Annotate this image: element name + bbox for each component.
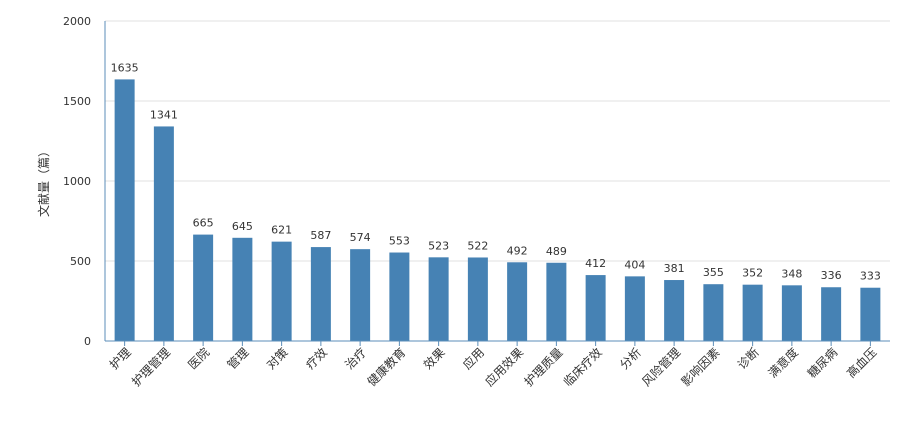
x-tick-label: 风险管理 — [639, 345, 684, 390]
data-label: 587 — [310, 229, 331, 242]
data-label: 336 — [821, 269, 842, 282]
x-tick-label: 满意度 — [765, 345, 801, 381]
data-label: 621 — [271, 224, 292, 237]
x-tick-label: 分析 — [617, 345, 644, 372]
bar — [114, 79, 135, 342]
data-label: 522 — [467, 239, 488, 252]
x-tick-label: 护理管理 — [128, 345, 173, 390]
x-tick-label: 治疗 — [342, 345, 369, 372]
data-label: 1635 — [111, 61, 139, 74]
data-label: 333 — [860, 270, 881, 283]
x-tick-label: 应用 — [459, 345, 487, 373]
bar — [467, 257, 488, 341]
y-tick-label: 1000 — [63, 175, 91, 188]
y-tick-label: 0 — [84, 335, 91, 348]
x-tick-label: 效果 — [420, 345, 448, 373]
data-label: 665 — [193, 217, 214, 230]
x-tick-label: 管理 — [224, 345, 252, 373]
x-tick-label: 疗效 — [302, 345, 330, 373]
bar — [428, 257, 449, 341]
data-label: 412 — [585, 257, 606, 270]
y-axis-ticks: 0 500 1000 1500 2000 — [63, 15, 91, 348]
x-tick-label: 护理质量 — [522, 345, 566, 389]
x-tick-label: 临床疗效 — [560, 345, 605, 390]
data-label: 1341 — [150, 108, 178, 121]
bar — [821, 287, 842, 341]
x-tick-label: 护理 — [107, 345, 134, 372]
data-label: 492 — [507, 244, 528, 257]
x-tick-label: 医院 — [185, 345, 212, 372]
data-label: 381 — [664, 262, 685, 275]
bar — [232, 237, 253, 341]
data-label: 645 — [232, 220, 253, 233]
y-tick-label: 2000 — [63, 15, 91, 28]
x-tick-label: 影响因素 — [678, 345, 723, 390]
bar — [781, 285, 802, 341]
data-label: 523 — [428, 239, 449, 252]
bar — [585, 275, 606, 341]
data-label: 489 — [546, 245, 567, 258]
data-label: 348 — [781, 267, 802, 280]
bar — [860, 287, 881, 341]
bar — [271, 241, 292, 341]
bar — [350, 249, 371, 341]
x-tick-label: 应用效果 — [482, 345, 527, 390]
x-tick-label: 高血压 — [843, 345, 879, 381]
bar — [310, 247, 331, 341]
x-tick-label: 对策 — [264, 345, 291, 372]
y-axis-title: 文献量（篇） — [36, 145, 51, 217]
data-label: 352 — [742, 267, 763, 280]
bar — [389, 252, 410, 341]
data-label: 355 — [703, 266, 724, 279]
x-tick-label: 诊断 — [734, 345, 762, 373]
bar — [703, 284, 724, 341]
grid-lines — [105, 20, 890, 262]
bar — [664, 280, 685, 341]
bar — [546, 262, 567, 341]
bar — [153, 126, 174, 341]
x-tick-label: 糖尿病 — [804, 345, 840, 381]
data-label: 553 — [389, 235, 410, 248]
bars — [114, 79, 881, 342]
data-label: 404 — [624, 258, 645, 271]
data-label: 574 — [350, 231, 371, 244]
data-labels: 1635 1341 665 645 621 587 574 553 523 522 492 489 41… — [111, 61, 881, 282]
bar — [193, 234, 214, 341]
y-tick-label: 500 — [70, 255, 91, 268]
bar — [507, 262, 528, 341]
x-tick-label: 健康教育 — [364, 345, 409, 390]
bar — [624, 276, 645, 341]
bar — [742, 284, 763, 341]
y-tick-label: 1500 — [63, 95, 91, 108]
